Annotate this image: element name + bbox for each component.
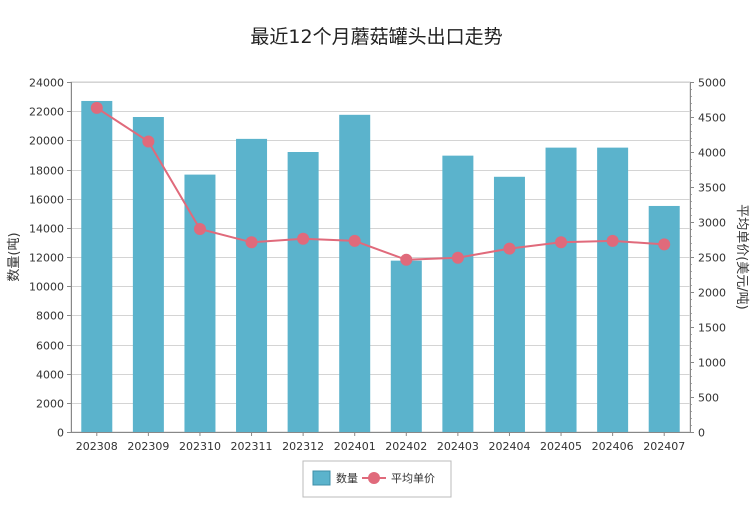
y-tick-label: 16000 bbox=[29, 194, 64, 207]
y2-tick-label: 2000 bbox=[698, 287, 726, 300]
x-tick-label: 202403 bbox=[437, 440, 479, 453]
y-tick-label: 22000 bbox=[29, 106, 64, 119]
grid-layer bbox=[70, 81, 691, 433]
y-tick-label: 20000 bbox=[29, 135, 64, 148]
legend: 数量 平均单价 bbox=[302, 460, 452, 498]
price-point bbox=[658, 238, 671, 251]
y-tick-label: 0 bbox=[57, 427, 64, 440]
legend-bar-label: 数量 bbox=[336, 472, 358, 485]
y-tick-label: 10000 bbox=[29, 281, 64, 294]
bar-layer bbox=[81, 100, 680, 433]
bar bbox=[132, 117, 164, 432]
bar bbox=[81, 100, 113, 432]
price-line bbox=[96, 107, 665, 261]
y2-tick-label: 4000 bbox=[698, 147, 726, 160]
x-tick-label: 202308 bbox=[76, 440, 118, 453]
y2-tick-label: 2500 bbox=[698, 252, 726, 265]
y-tick-label: 2000 bbox=[36, 398, 64, 411]
x-tick-label: 202312 bbox=[282, 440, 324, 453]
y-tick-label: 18000 bbox=[29, 165, 64, 178]
y2-tick-label: 0 bbox=[698, 427, 705, 440]
line-layer bbox=[90, 101, 671, 266]
x-tick-label: 202311 bbox=[231, 440, 273, 453]
bar bbox=[597, 147, 629, 432]
price-point bbox=[193, 223, 206, 235]
bar bbox=[442, 155, 474, 433]
price-point bbox=[348, 234, 361, 247]
y-tick-label: 24000 bbox=[29, 77, 64, 90]
y2-tick-label: 3500 bbox=[698, 182, 726, 195]
y-axis-title: 数量(吨) bbox=[7, 232, 22, 281]
legend-bar-swatch bbox=[312, 470, 331, 486]
y-tick-label: 12000 bbox=[29, 252, 64, 265]
price-point bbox=[142, 135, 155, 148]
x-tick-label: 202402 bbox=[385, 440, 427, 453]
price-point bbox=[245, 236, 258, 249]
y-tick-label: 4000 bbox=[36, 369, 64, 382]
y2-tick-label: 500 bbox=[698, 392, 719, 405]
bar bbox=[390, 260, 422, 432]
bar bbox=[339, 114, 371, 432]
axis-layer: 0200040006000800010000120001400016000180… bbox=[7, 77, 749, 454]
price-point bbox=[451, 251, 464, 264]
y-tick-label: 14000 bbox=[29, 223, 64, 236]
price-point bbox=[503, 242, 516, 255]
y2-tick-label: 3000 bbox=[698, 217, 726, 230]
y2-axis-title: 平均单价(美元/吨) bbox=[734, 204, 749, 310]
price-point bbox=[555, 236, 568, 249]
price-point bbox=[400, 253, 413, 266]
price-point bbox=[606, 234, 619, 247]
price-point bbox=[90, 101, 103, 114]
y2-tick-label: 5000 bbox=[698, 77, 726, 90]
y2-tick-label: 1500 bbox=[698, 322, 726, 335]
x-tick-label: 202406 bbox=[592, 440, 634, 453]
y-tick-label: 8000 bbox=[36, 310, 64, 323]
y-tick-label: 6000 bbox=[36, 340, 64, 353]
bar bbox=[184, 174, 216, 432]
bar bbox=[287, 152, 319, 432]
bar bbox=[545, 147, 577, 432]
x-tick-label: 202405 bbox=[540, 440, 582, 453]
y2-tick-label: 1000 bbox=[698, 357, 726, 370]
legend-line-marker bbox=[368, 472, 380, 484]
price-point bbox=[297, 232, 310, 245]
chart-title: 最近12个月蘑菇罐头出口走势 bbox=[250, 26, 503, 48]
x-tick-label: 202404 bbox=[488, 440, 530, 453]
x-tick-label: 202310 bbox=[179, 440, 221, 453]
x-tick-label: 202407 bbox=[643, 440, 685, 453]
x-tick-label: 202401 bbox=[334, 440, 376, 453]
y2-tick-label: 4500 bbox=[698, 112, 726, 125]
bar bbox=[236, 138, 268, 432]
legend-line-label: 平均单价 bbox=[391, 472, 435, 485]
x-tick-label: 202309 bbox=[127, 440, 169, 453]
bar bbox=[493, 176, 525, 432]
